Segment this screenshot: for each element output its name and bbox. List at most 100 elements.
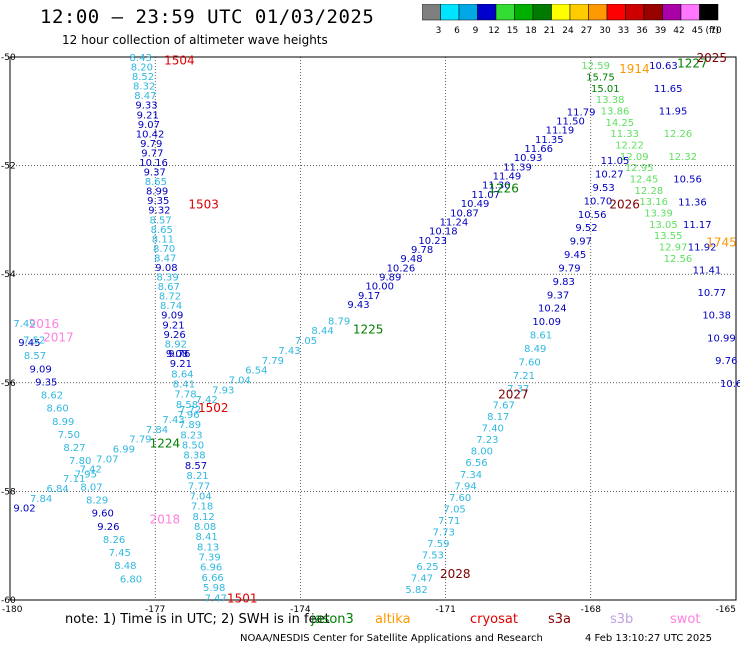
scale-label-45: 45 (692, 26, 703, 36)
wave-height-value: 8.21 (186, 471, 208, 482)
track-2027: 11.05 10.27 9.53 10.70 10.56 9.52 9.97 9.45 9.79… (507, 156, 629, 395)
wave-height-value: 9.09 (30, 364, 52, 375)
scale-label-70: 70 (710, 26, 722, 36)
wave-height-value: 12.56 (664, 254, 693, 265)
wave-height-value: 10.77 (697, 288, 726, 299)
wave-height-value: 11.39 (503, 162, 532, 173)
wave-height-value: 15.75 (586, 72, 615, 83)
wave-height-value: 8.50 (182, 441, 204, 452)
wave-height-value: 7.94 (454, 481, 476, 492)
lat-tick-label: -60 (1, 596, 16, 606)
wave-height-value: 8.27 (63, 443, 85, 454)
wave-height-value: 10.09 (532, 317, 561, 328)
wave-height-value: 11.79 (567, 107, 596, 118)
wave-height-value: 9.45 (564, 250, 586, 261)
wave-height-value: 9.21 (137, 110, 159, 121)
wave-height-value: 10.24 (538, 304, 567, 315)
wave-height-value: 7.78 (174, 390, 196, 401)
track-id-label: 1224 (150, 437, 181, 451)
track-id-label: 1914 (619, 62, 650, 76)
wave-height-value: 10.56 (578, 210, 607, 221)
wave-height-value: 7.23 (476, 435, 498, 446)
wave-height-value: 6.96 (200, 563, 222, 574)
scale-label-3: 3 (436, 26, 442, 36)
wave-height-value: 6.54 (245, 366, 267, 377)
wave-height-value: 13.05 (649, 220, 678, 231)
wave-height-value: 6.66 (202, 573, 224, 584)
wave-height-value: 11.36 (678, 197, 707, 208)
wave-height-value: 10.87 (450, 208, 479, 219)
scale-label-30: 30 (599, 26, 611, 36)
wave-height-value: 10.23 (418, 236, 447, 247)
wave-height-value: 7.53 (422, 551, 444, 562)
wave-height-value: 8.43 (130, 53, 152, 64)
wave-height-value: 11.19 (546, 126, 575, 137)
wave-height-value: 5.82 (405, 585, 427, 596)
wave-height-value: 11.65 (654, 84, 683, 95)
wave-height-value: 9.43 (347, 300, 369, 311)
wave-height-value: 8.52 (132, 72, 154, 83)
wave-height-value: 8.48 (114, 561, 136, 572)
wave-height-value: 8.39 (156, 273, 178, 284)
wave-height-value: 8.79 (328, 316, 350, 327)
wave-height-value: 9.09 (161, 311, 183, 322)
wave-height-value: 7.60 (449, 493, 471, 504)
wave-height-value: 7.07 (96, 454, 118, 465)
wave-height-value: 8.29 (86, 496, 108, 507)
wave-height-value: 9.07 (138, 120, 160, 131)
wave-height-value: 11.07 (471, 190, 500, 201)
wave-height-value: 10.99 (707, 333, 736, 344)
wave-height-value: 7.39 (199, 553, 221, 564)
wave-height-value: 7.79 (262, 356, 284, 367)
wave-height-value: 11.24 (440, 217, 469, 228)
track-id-label: 2028 (440, 567, 471, 581)
wave-height-value: 9.21 (170, 359, 192, 370)
wave-height-value: 7.52 (23, 335, 45, 346)
wave-height-value: 8.65 (151, 225, 173, 236)
wave-height-value: 9.53 (592, 183, 614, 194)
satellite-s3b: s3b (610, 612, 634, 627)
wave-height-value: 8.72 (159, 292, 181, 303)
scale-unit: (ft) (705, 26, 719, 36)
track-id-label: 1503 (188, 198, 219, 212)
wave-height-value: 12.45 (630, 175, 659, 186)
wave-height-value: 8.00 (471, 447, 493, 458)
wave-height-value: 9.26 (164, 330, 186, 341)
lat-tick-label: -50 (1, 53, 16, 63)
track-west-edge: 7.49 7.52 (13, 319, 45, 346)
wave-height-value: 7.37 (507, 384, 529, 395)
wave-height-value: 11.92 (688, 243, 717, 254)
wave-height-value: 12.28 (635, 186, 664, 197)
track-1502: 9.769.218.648.417.788.587.967.898.238.50… (168, 349, 227, 604)
scale-label-33: 33 (618, 26, 629, 36)
wave-height-value: 13.38 (596, 95, 625, 106)
wave-height-value: 6.56 (465, 458, 487, 469)
wave-height-value: 6.80 (120, 574, 142, 585)
scale-label-6: 6 (454, 26, 460, 36)
wave-height-value: 10.6 (720, 379, 740, 390)
wave-height-value: 7.47 (411, 574, 433, 585)
wave-height-value: 12.09 (620, 152, 649, 163)
wave-height-value: 8.26 (103, 535, 125, 546)
wave-height-value: 7.04 (229, 376, 251, 387)
track-id-label: 1501 (227, 591, 258, 605)
wave-height-value: 9.08 (166, 349, 188, 360)
wave-height-value: 8.61 (530, 331, 552, 342)
wave-height-value: 9.52 (575, 223, 597, 234)
wave-height-value: 8.57 (24, 351, 46, 362)
wave-height-value: 9.76 (168, 349, 190, 360)
wave-height-value: 12.22 (615, 141, 644, 152)
wave-height-value: 13.86 (601, 107, 630, 118)
wave-height-value: 7.73 (433, 527, 455, 538)
wave-height-value: 7.43 (278, 346, 300, 357)
wave-height-value: 8.92 (165, 339, 187, 350)
wave-height-value: 9.45 (18, 338, 40, 349)
scale-swatch-70 (699, 4, 719, 21)
wave-height-value: 9.35 (147, 196, 169, 207)
satellite-cryosat: cryosat (470, 612, 518, 627)
lon-tick-label: -180 (2, 605, 23, 615)
wave-height-value: 8.41 (173, 379, 195, 390)
wave-height-value: 9.60 (92, 509, 114, 520)
track-id-label: 1745 (706, 236, 737, 250)
wave-height-value: 8.20 (131, 63, 153, 74)
